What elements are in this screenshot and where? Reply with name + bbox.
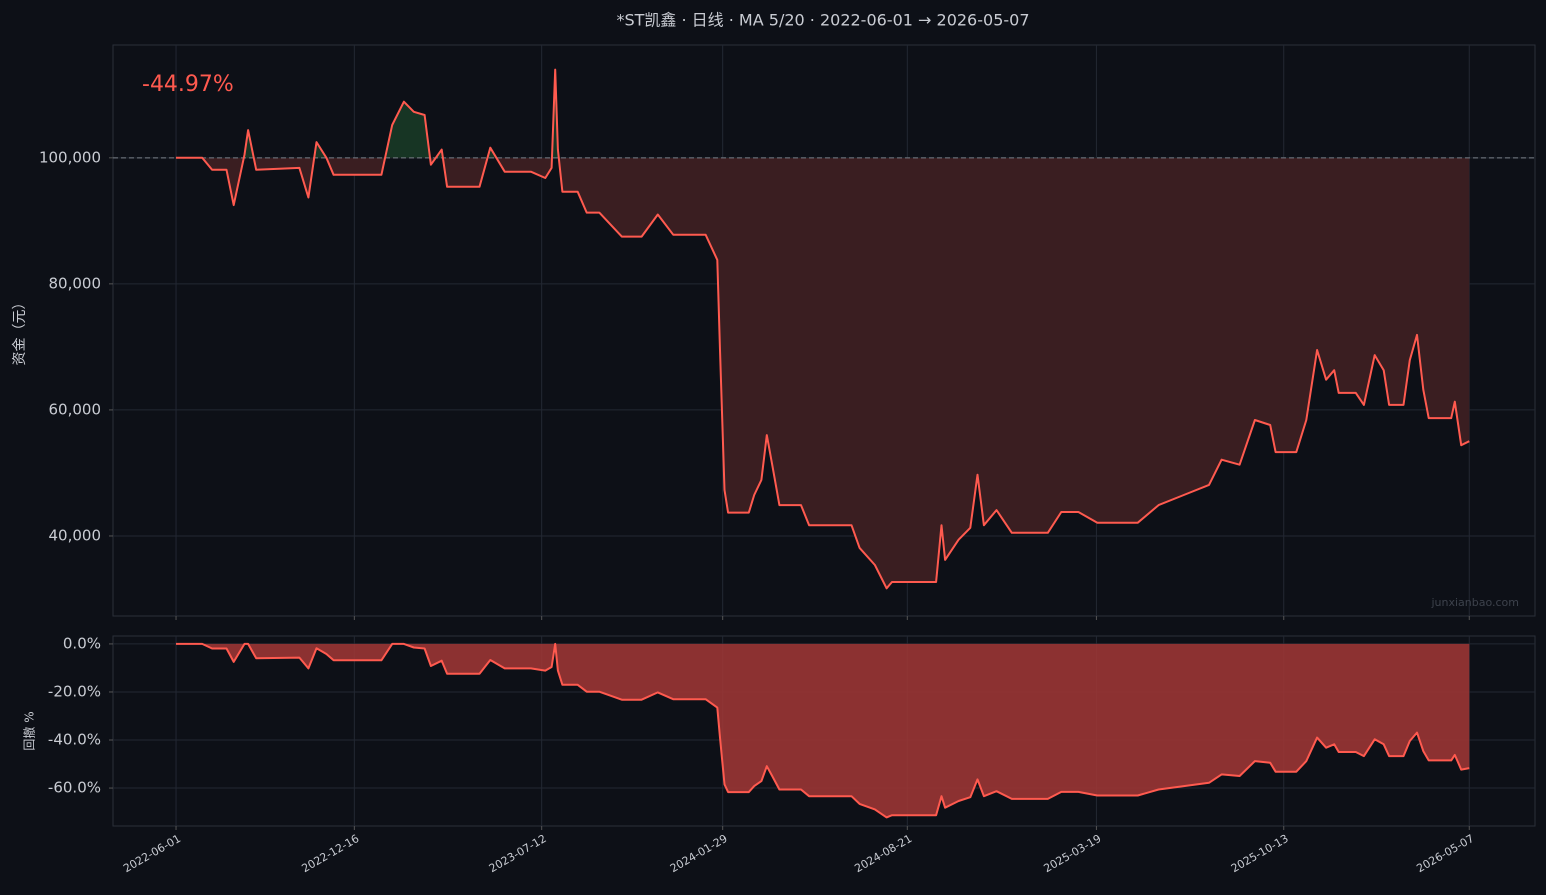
x-tick-label: 2024-08-21 (852, 832, 914, 875)
x-tick-label: 2025-10-13 (1229, 832, 1291, 875)
x-tick-label: 2022-12-16 (299, 832, 361, 875)
y-tick-label: -40.0% (48, 731, 101, 749)
y-tick-label: 40,000 (49, 526, 102, 544)
y-axis-label: 资金（元） (12, 296, 28, 366)
y-axis-label: 回撤 % (22, 711, 37, 750)
x-tick-label: 2026-05-07 (1414, 832, 1476, 875)
y-tick-label: 80,000 (49, 274, 102, 292)
x-tick-label: 2022-06-01 (121, 832, 183, 875)
y-tick-label: -20.0% (48, 682, 101, 700)
line (176, 68, 1470, 590)
x-tick-label: 2024-01-29 (668, 832, 730, 875)
y-tick-label: 0.0% (63, 634, 101, 652)
line (176, 642, 1470, 819)
watermark: junxianbao.com (1430, 596, 1519, 609)
y-tick-label: 100,000 (39, 148, 101, 166)
x-tick-label: 2025-03-19 (1042, 832, 1104, 875)
area-below (202, 157, 1470, 589)
x-tick-label: 2023-07-12 (487, 832, 549, 875)
chart-title: *ST凯鑫 · 日线 · MA 5/20 · 2022-06-01 → 2026… (616, 11, 1029, 30)
y-tick-label: 60,000 (49, 400, 102, 418)
area (176, 643, 1470, 818)
annotation: -44.97% (142, 72, 234, 97)
y-tick-label: -60.0% (48, 779, 101, 797)
